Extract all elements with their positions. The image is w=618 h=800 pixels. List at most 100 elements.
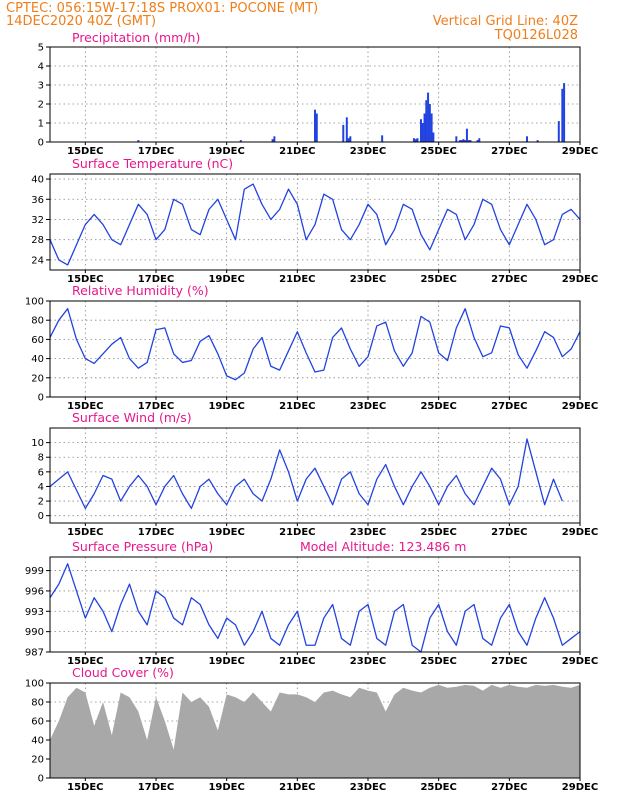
- x-tick-label: 19DEC: [208, 782, 244, 793]
- x-tick-label: 23DEC: [350, 656, 386, 667]
- cloud-cover-panel: Cloud Cover (%) 0 20 40 60 80 100 15DEC 17DEC 19…: [25, 665, 598, 793]
- precip-bar: [536, 140, 539, 142]
- x-tick-label: 25DEC: [420, 401, 456, 412]
- y-tick-label: 990: [25, 627, 44, 638]
- panel-frame: [49, 300, 581, 398]
- x-tick-label: 29DEC: [562, 401, 598, 412]
- precip-bar: [423, 113, 426, 142]
- precip-bar: [557, 121, 560, 142]
- y-tick-label: 100: [25, 679, 44, 690]
- y-tick-label: 40: [31, 175, 44, 186]
- y-tick-label: 20: [31, 373, 44, 384]
- precip-bar: [427, 92, 430, 142]
- x-tick-label: 25DEC: [420, 146, 456, 157]
- y-tick-label: 40: [31, 354, 44, 365]
- model-altitude: Model Altitude: 123.486 m: [300, 539, 466, 554]
- temperature-title: Surface Temperature (nC): [72, 156, 233, 171]
- y-tick-label: 10: [31, 438, 44, 449]
- pressure-panel: Surface Pressure (hPa) Model Altitude: 1…: [25, 539, 598, 667]
- x-tick-label: 23DEC: [350, 401, 386, 412]
- y-tick-label: 100: [25, 297, 44, 308]
- precip-bar: [469, 140, 472, 142]
- x-tick-label: 29DEC: [562, 656, 598, 667]
- x-tick-label: 15DEC: [67, 146, 103, 157]
- header-line1: CPTEC: 056:15W-17:18S PROX01: POCONE (MT…: [6, 1, 318, 16]
- y-tick-label: 80: [31, 316, 44, 327]
- x-tick-label: 15DEC: [67, 656, 103, 667]
- precip-bar: [458, 140, 461, 142]
- x-tick-label: 25DEC: [420, 274, 456, 285]
- precip-bar: [349, 136, 352, 142]
- y-tick-label: 32: [31, 215, 44, 226]
- y-tick-label: 60: [31, 717, 44, 728]
- x-tick-label: 15DEC: [67, 782, 103, 793]
- x-tick-label: 25DEC: [420, 527, 456, 538]
- panel-frame: [49, 556, 581, 653]
- pressure-title: Surface Pressure (hPa): [72, 539, 213, 554]
- precip-bar: [381, 135, 384, 142]
- x-tick-label: 29DEC: [562, 527, 598, 538]
- x-tick-label: 25DEC: [420, 782, 456, 793]
- precip-bar: [561, 88, 564, 142]
- x-tick-label: 17DEC: [138, 527, 174, 538]
- header-line2: 14DEC2020 40Z (GMT): [6, 14, 156, 29]
- y-tick-label: 28: [31, 235, 44, 246]
- wind-title: Surface Wind (m/s): [72, 410, 192, 425]
- x-tick-label: 29DEC: [562, 146, 598, 157]
- x-tick-label: 15DEC: [67, 274, 103, 285]
- x-tick-label: 17DEC: [138, 656, 174, 667]
- x-tick-label: 21DEC: [279, 274, 315, 285]
- x-tick-label: 27DEC: [491, 146, 527, 157]
- x-tick-label: 29DEC: [562, 782, 598, 793]
- y-tick-label: 8: [38, 453, 44, 464]
- x-tick-label: 21DEC: [279, 656, 315, 667]
- precip-bar: [314, 109, 316, 142]
- precip-bar: [455, 136, 458, 142]
- cloud-cover-area: [50, 684, 580, 778]
- precip-bar: [563, 83, 566, 142]
- precip-bar: [467, 140, 470, 142]
- x-tick-label: 27DEC: [491, 782, 527, 793]
- y-tick-label: 0: [38, 511, 44, 522]
- panel-frame: [49, 46, 581, 143]
- x-tick-label: 21DEC: [279, 401, 315, 412]
- humidity-title: Relative Humidity (%): [72, 283, 209, 298]
- precip-bar: [416, 138, 419, 142]
- temperature-panel: Surface Temperature (nC) 24 28 32 36 40 15DEC…: [31, 156, 598, 285]
- x-tick-label: 17DEC: [138, 782, 174, 793]
- cloud-cover-title: Cloud Cover (%): [72, 665, 174, 680]
- precip-bar: [412, 138, 415, 142]
- precip-bar: [476, 140, 479, 142]
- x-tick-label: 23DEC: [350, 274, 386, 285]
- y-tick-label: 80: [31, 698, 44, 709]
- precip-bar: [273, 136, 276, 142]
- panel-frame: [49, 173, 581, 271]
- precip-bar: [430, 113, 433, 142]
- header-code: TQ0126L028: [494, 28, 578, 43]
- panel-frame: [49, 427, 581, 524]
- precip-bar: [462, 139, 465, 142]
- y-tick-label: 996: [25, 586, 44, 597]
- x-tick-label: 27DEC: [491, 656, 527, 667]
- x-tick-label: 29DEC: [562, 274, 598, 285]
- y-tick-label: 24: [31, 255, 44, 266]
- precip-bar: [345, 117, 348, 142]
- panel-frame: [49, 682, 581, 779]
- precip-bar: [478, 138, 481, 142]
- x-tick-label: 19DEC: [208, 656, 244, 667]
- wind-panel: Surface Wind (m/s) 0 2 4 6 8 10 15DEC 17DEC 19DE…: [31, 410, 598, 538]
- precip-bar: [428, 104, 431, 142]
- precip-bar: [342, 124, 345, 142]
- y-tick-label: 0: [38, 138, 44, 149]
- x-tick-label: 15DEC: [67, 401, 103, 412]
- y-tick-label: 0: [38, 774, 44, 785]
- y-tick-label: 6: [38, 467, 44, 478]
- y-tick-label: 3: [38, 81, 44, 92]
- precip-bar: [315, 113, 318, 142]
- y-tick-label: 4: [38, 482, 44, 493]
- y-tick-label: 0: [38, 393, 44, 404]
- x-tick-label: 27DEC: [491, 527, 527, 538]
- x-tick-label: 19DEC: [208, 527, 244, 538]
- y-tick-label: 36: [31, 195, 44, 206]
